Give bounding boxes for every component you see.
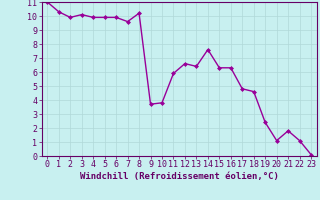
X-axis label: Windchill (Refroidissement éolien,°C): Windchill (Refroidissement éolien,°C) <box>80 172 279 181</box>
